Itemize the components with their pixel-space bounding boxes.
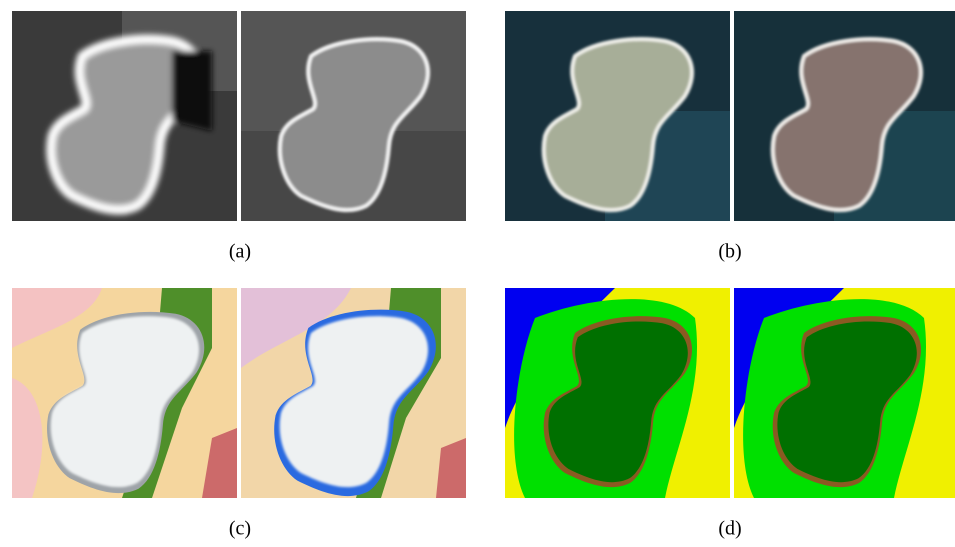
caption: (c): [229, 518, 251, 540]
image-d-right: [734, 288, 955, 498]
image-d-left: [505, 288, 730, 498]
image-a-right: [241, 11, 466, 221]
caption: (a): [229, 241, 251, 263]
caption: (d): [718, 518, 741, 540]
image-c-left: [12, 288, 237, 498]
page: {"panels": [{"label": "(a)"}, {"label": …: [0, 0, 955, 547]
image-b-right: [734, 11, 955, 221]
image-b-left: [505, 11, 730, 221]
image-a-left: [12, 11, 237, 221]
image-c-right: [241, 288, 466, 498]
figure: (a) (b) (c) (d): [0, 0, 955, 547]
caption: (b): [718, 241, 741, 263]
